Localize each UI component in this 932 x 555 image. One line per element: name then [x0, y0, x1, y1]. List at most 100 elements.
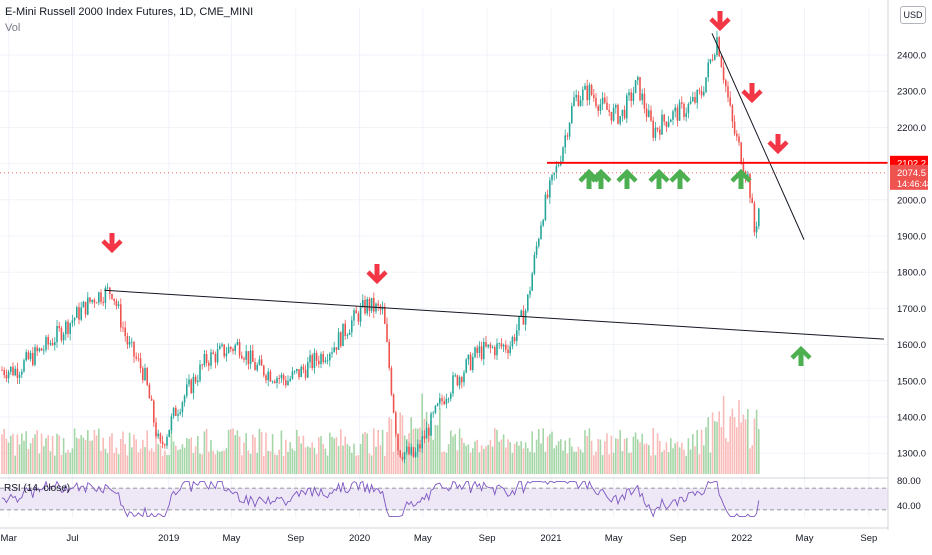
- candle-body: [287, 380, 289, 386]
- volume-bar: [1, 434, 3, 474]
- volume-bar: [157, 443, 159, 474]
- volume-bar: [456, 450, 459, 474]
- volume-bar: [170, 428, 173, 474]
- candle-body: [659, 129, 661, 135]
- volume-bar: [232, 428, 234, 474]
- volume-bar: [144, 447, 146, 474]
- time-tick-label: Sep: [479, 533, 496, 544]
- volume-bar: [586, 436, 588, 474]
- volume-bar: [659, 441, 661, 474]
- candle-body: [522, 310, 525, 325]
- candle-body: [674, 107, 676, 112]
- candle-body: [531, 273, 533, 291]
- volume-bar: [161, 455, 164, 474]
- volume-bar: [142, 439, 144, 474]
- candle-body: [755, 226, 758, 233]
- volume-bar: [263, 455, 265, 474]
- candle-body: [223, 344, 225, 357]
- candle-body: [586, 85, 588, 101]
- volume-bar: [102, 437, 104, 474]
- volume-bar: [663, 450, 665, 474]
- candle-body: [601, 97, 604, 105]
- down-arrow-icon: [709, 11, 731, 32]
- currency-badge[interactable]: USD: [900, 6, 926, 24]
- candle-body: [606, 102, 608, 110]
- candle-body: [663, 114, 665, 122]
- candle-body: [131, 341, 133, 343]
- volume-bar: [78, 438, 80, 474]
- volume-bar: [139, 448, 142, 474]
- volume-bar: [309, 447, 311, 474]
- candle-body: [302, 366, 305, 370]
- volume-label[interactable]: Vol: [5, 22, 21, 34]
- candle-body: [445, 398, 448, 405]
- candle-body: [535, 246, 538, 255]
- volume-bar: [238, 436, 241, 474]
- volume-bar: [10, 435, 12, 474]
- volume-bar: [289, 442, 291, 474]
- candle-body: [359, 306, 362, 322]
- volume-bar: [747, 408, 749, 474]
- volume-bar: [43, 446, 45, 474]
- time-axis[interactable]: Mar Jul 2019 May Sep 2020 May Sep 2021 May Sep 2022…: [0, 527, 888, 544]
- candle-body: [351, 320, 353, 333]
- volume-bar: [441, 452, 443, 474]
- volume-bar: [23, 440, 25, 474]
- candle-body: [406, 446, 408, 453]
- candle-body: [318, 360, 320, 365]
- volume-bar: [179, 449, 181, 474]
- price-axis[interactable]: 2400.02300.02200.02100.02000.01900.01800…: [887, 0, 932, 530]
- volume-bar: [529, 451, 531, 474]
- volume-bar: [76, 437, 78, 474]
- volume-bar: [522, 448, 525, 474]
- volume-bar: [344, 436, 346, 474]
- candle-body: [432, 412, 434, 414]
- candle-body: [414, 451, 417, 457]
- volume-bar: [639, 442, 641, 474]
- volume-bar: [527, 448, 529, 474]
- candle-body: [346, 334, 349, 336]
- candle-body: [608, 109, 610, 112]
- arrow-shaft: [798, 352, 804, 366]
- volume-bar: [498, 441, 500, 474]
- volume-bar: [601, 454, 604, 474]
- candle-body: [51, 343, 54, 346]
- volume-bar: [540, 443, 542, 474]
- candle-body: [252, 350, 254, 363]
- volume-bar: [93, 429, 96, 474]
- volume-bar: [32, 438, 34, 474]
- volume-bar: [472, 448, 474, 474]
- volume-bar: [377, 429, 379, 474]
- volume-bar: [225, 448, 228, 474]
- arrow-head: [648, 168, 670, 183]
- candle-body: [179, 412, 181, 414]
- candle-body: [293, 371, 296, 372]
- volume-bar: [634, 432, 637, 474]
- candle-body: [450, 393, 452, 399]
- candle-body: [421, 435, 423, 449]
- candle-body: [566, 135, 569, 137]
- volume-bar: [166, 454, 168, 474]
- candle-body: [95, 302, 98, 304]
- volume-bar: [172, 441, 175, 474]
- volume-bar: [645, 443, 648, 474]
- volume-bar: [210, 440, 212, 474]
- volume-bar: [291, 448, 294, 474]
- candle-body: [80, 307, 82, 320]
- volume-bar: [738, 400, 740, 474]
- candle-body: [16, 368, 19, 378]
- volume-bar: [588, 428, 591, 474]
- volume-bar: [373, 428, 375, 474]
- candle-body: [538, 238, 540, 247]
- volume-bar: [483, 448, 485, 474]
- volume-bar: [221, 451, 223, 474]
- volume-bar: [480, 445, 483, 474]
- candle-body: [700, 91, 703, 96]
- candle-body: [434, 405, 437, 413]
- candle-body: [300, 366, 302, 377]
- volume-bar: [491, 446, 494, 474]
- candle-body: [546, 194, 549, 198]
- candle-body: [588, 85, 591, 101]
- symbol-title[interactable]: E-Mini Russell 2000 Index Futures, 1D, C…: [5, 6, 254, 18]
